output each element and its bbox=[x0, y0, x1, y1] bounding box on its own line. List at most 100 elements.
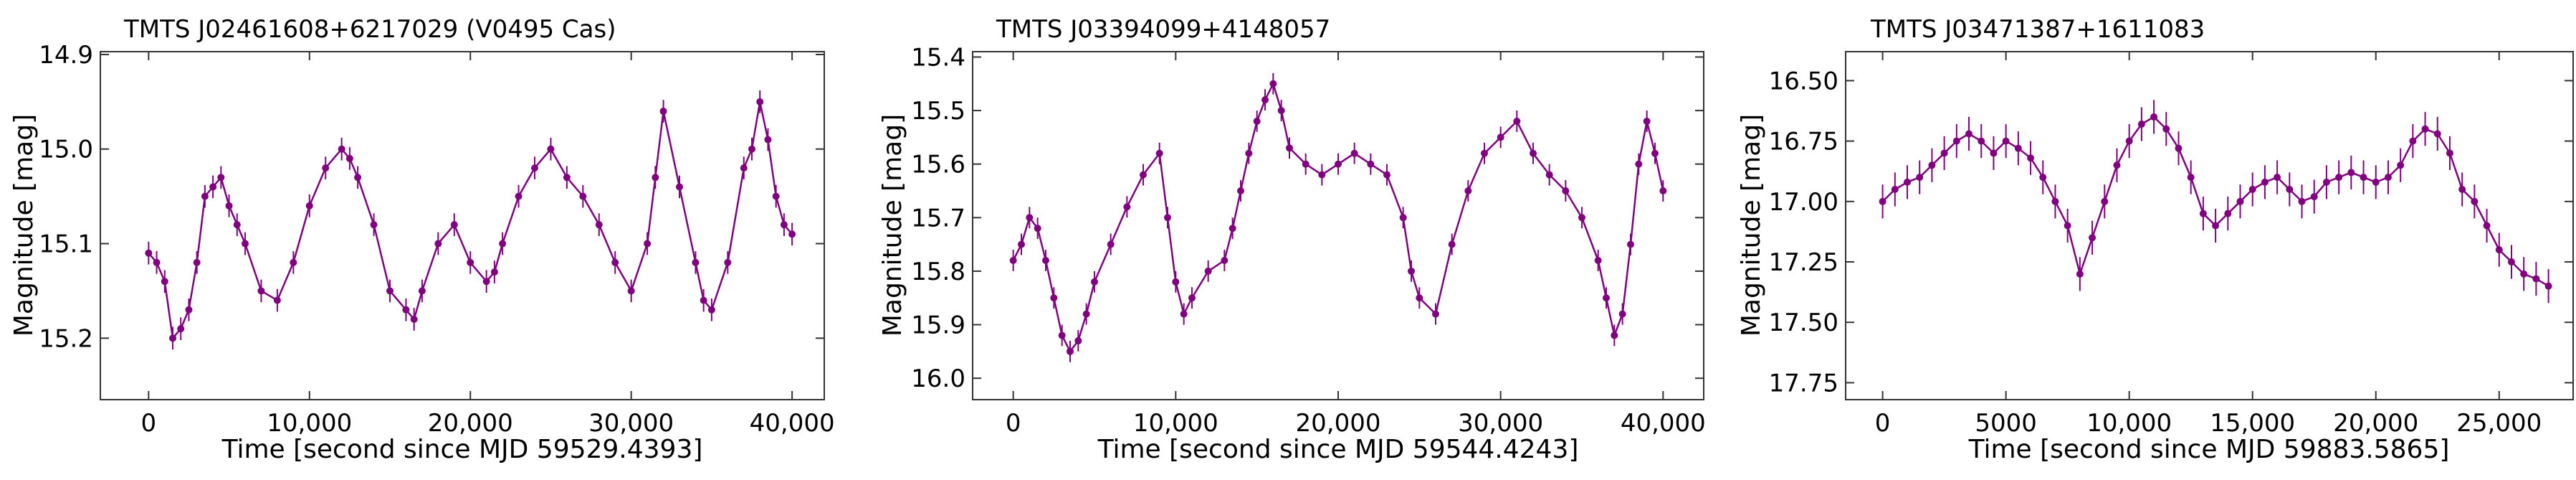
data-point bbox=[1891, 185, 1899, 193]
data-point bbox=[1965, 130, 1973, 138]
y-ticks-1: 14.9 15.0 15.1 15.2 bbox=[39, 41, 824, 353]
data-point bbox=[1562, 187, 1570, 194]
data-point bbox=[1383, 171, 1390, 179]
data-point bbox=[2199, 210, 2207, 217]
data-point bbox=[1448, 240, 1456, 248]
x-axis-label-2: Time [second since MJD 59544.4243] bbox=[1097, 435, 1579, 464]
data-point bbox=[2113, 161, 2121, 169]
data-point bbox=[595, 221, 603, 229]
data-point bbox=[1603, 294, 1610, 302]
data-point bbox=[692, 258, 700, 266]
chart-panel-2: TMTS J03394099+4148057 0 10,000 20,000 30,0… bbox=[878, 15, 1706, 464]
data-point bbox=[1050, 294, 1058, 302]
data-point bbox=[434, 240, 442, 248]
data-point bbox=[1009, 257, 1017, 264]
y-tick-label: 15.8 bbox=[911, 258, 965, 286]
data-point bbox=[707, 306, 715, 314]
data-point bbox=[1123, 203, 1131, 211]
x-tick-label: 0 bbox=[141, 409, 157, 438]
y-tick-label: 15.6 bbox=[911, 151, 965, 179]
data-point bbox=[2433, 130, 2441, 138]
y-tick-label: 15.5 bbox=[911, 97, 965, 126]
data-point bbox=[1034, 225, 1041, 232]
data-point bbox=[2471, 197, 2479, 205]
x-tick-label: 20,000 bbox=[428, 409, 513, 438]
data-point bbox=[1155, 149, 1163, 157]
data-point bbox=[1618, 310, 1626, 318]
data-point bbox=[2162, 125, 2170, 133]
plot-area-1 bbox=[145, 90, 796, 350]
data-point bbox=[2347, 169, 2355, 177]
axes-frame-3 bbox=[1845, 51, 2574, 400]
data-point bbox=[1269, 80, 1277, 88]
data-point bbox=[305, 202, 313, 210]
data-point bbox=[1464, 187, 1472, 194]
y-tick-label: 15.4 bbox=[911, 43, 965, 72]
data-point bbox=[2014, 144, 2022, 152]
data-point bbox=[354, 174, 362, 182]
y-ticks-2: 15.4 15.5 15.6 15.7 15.8 15.9 16.0 bbox=[911, 43, 1704, 393]
data-point bbox=[1318, 171, 1326, 179]
series-line bbox=[148, 101, 793, 341]
data-point bbox=[2495, 246, 2503, 254]
x-ticks-3: 0 5000 10,000 15,000 20,000 25,000 bbox=[1875, 52, 2542, 438]
data-point bbox=[1074, 337, 1082, 344]
data-point bbox=[756, 98, 764, 105]
y-tick-label: 17.75 bbox=[1769, 369, 1838, 397]
data-point bbox=[201, 192, 209, 200]
data-point bbox=[1026, 214, 1034, 222]
data-point bbox=[740, 164, 748, 172]
data-point bbox=[1416, 294, 1423, 302]
data-point bbox=[193, 258, 201, 266]
data-point bbox=[2360, 174, 2367, 182]
data-point bbox=[1545, 171, 1553, 179]
data-point bbox=[1058, 331, 1066, 339]
data-point bbox=[579, 192, 587, 200]
data-point bbox=[145, 249, 153, 257]
x-tick-label: 10,000 bbox=[2086, 409, 2172, 438]
data-point bbox=[1188, 294, 1196, 302]
data-point bbox=[1497, 133, 1504, 141]
data-point bbox=[161, 278, 168, 286]
y-tick-label: 17.25 bbox=[1769, 248, 1838, 277]
data-point bbox=[225, 202, 233, 210]
chart-title-2: TMTS J03394099+4148057 bbox=[996, 15, 1330, 44]
data-point bbox=[2187, 174, 2195, 182]
data-point bbox=[515, 192, 523, 200]
data-point bbox=[2039, 174, 2047, 182]
data-point bbox=[386, 287, 393, 295]
y-axis-label-2: Magnitude [mag] bbox=[878, 114, 907, 337]
data-point bbox=[1286, 144, 1293, 152]
data-point bbox=[1277, 107, 1285, 115]
series-line bbox=[1012, 81, 1664, 354]
x-tick-label: 25,000 bbox=[2456, 409, 2542, 438]
data-point bbox=[2372, 178, 2380, 186]
data-point bbox=[1221, 257, 1229, 264]
data-point bbox=[1916, 174, 1924, 182]
data-point bbox=[772, 192, 780, 200]
x-tick-label: 30,000 bbox=[588, 409, 674, 438]
data-point bbox=[1253, 118, 1261, 125]
data-point bbox=[2322, 178, 2330, 186]
data-point bbox=[2261, 178, 2269, 186]
data-point bbox=[2532, 275, 2540, 283]
data-point bbox=[1578, 214, 1585, 222]
y-tick-label: 15.0 bbox=[39, 136, 93, 164]
data-point bbox=[257, 287, 265, 295]
axes-frame-1 bbox=[100, 51, 825, 400]
y-tick-label: 15.9 bbox=[911, 311, 965, 340]
data-point bbox=[2507, 258, 2515, 266]
y-axis-label-1: Magnitude [mag] bbox=[9, 114, 39, 337]
x-tick-label: 10,000 bbox=[1133, 409, 1218, 438]
data-point bbox=[467, 258, 474, 266]
data-point bbox=[2544, 282, 2552, 290]
data-point bbox=[1042, 257, 1049, 264]
x-tick-label: 40,000 bbox=[750, 409, 835, 438]
chart-title-3: TMTS J03471387+1611083 bbox=[1870, 15, 2205, 44]
plot-area-3 bbox=[1879, 100, 2552, 303]
data-point bbox=[2212, 222, 2220, 230]
x-axis-label-1: Time [second since MJD 59529.4393] bbox=[221, 435, 703, 464]
data-point bbox=[1978, 137, 1985, 145]
data-point bbox=[563, 174, 571, 182]
